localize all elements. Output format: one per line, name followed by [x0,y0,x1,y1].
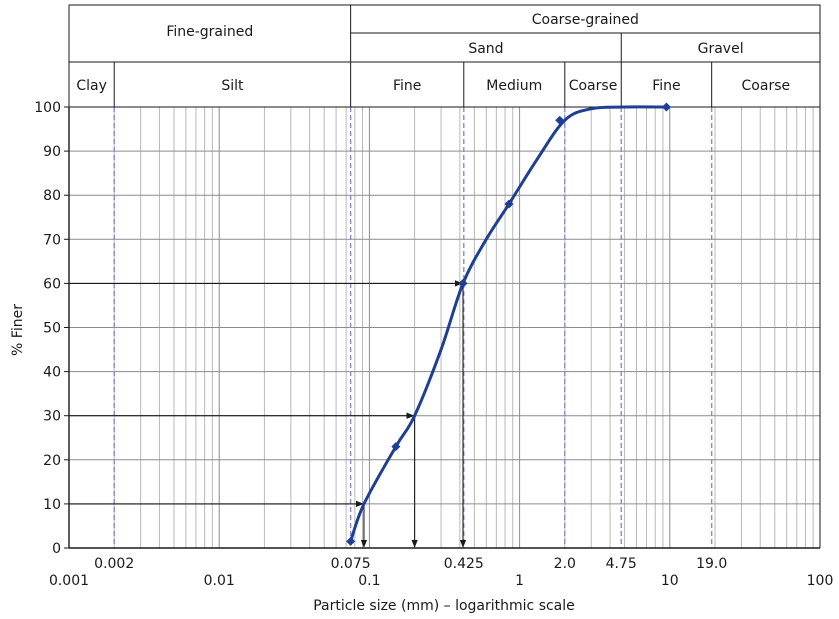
boundary-label: 4.75 [606,556,637,572]
data-point-marker [504,199,514,209]
header-label: Medium [486,78,542,94]
x-tick-label: 0.01 [204,573,235,589]
y-tick-label: 50 [43,321,61,337]
data-point-marker [391,442,401,452]
gradation-curve-line [349,105,667,542]
boundary-label: 0.002 [94,556,134,572]
header-label: Clay [76,78,107,94]
header-label: Coarse-grained [532,12,639,28]
y-tick-label: 40 [43,365,61,381]
data-point-marker [458,278,468,288]
x-axis-title: Particle size (mm) – logarithmic scale [313,598,575,614]
y-tick-label: 80 [43,188,61,204]
y-tick-label: 60 [43,276,61,292]
readout-arrows [69,280,467,548]
header-label: Fine-grained [166,24,253,40]
classification-header: Fine-grained Coarse-grained Sand Gravel Clay… [68,4,821,108]
header-label: Coarse [569,78,618,94]
gradation-curve [346,102,671,546]
header-label: Fine [393,78,421,94]
y-tick-label: 0 [52,541,61,557]
header-label: Sand [468,41,503,57]
data-point-marker [346,536,356,546]
boundary-label: 2.0 [554,556,576,572]
y-tick-label: 100 [34,100,61,116]
x-tick-label: 0.001 [49,573,89,589]
boundary-label: 0.425 [444,556,484,572]
boundary-label: 0.075 [331,556,371,572]
y-tick-label: 10 [43,497,61,513]
grid-lines [68,106,820,549]
y-tick-label: 70 [43,232,61,248]
header-label: Gravel [698,41,744,57]
y-tick-label: 20 [43,453,61,469]
x-tick-label: 0.1 [358,573,380,589]
y-axis-title: % Finer [10,304,26,356]
x-tick-label: 10 [661,573,679,589]
data-point-marker [555,115,565,125]
y-tick-label: 30 [43,409,61,425]
boundary-lines: 0.002 0.075 0.425 2.0 4.75 19.0 [94,107,727,572]
x-tick-label: 100 [807,573,834,589]
header-label: Coarse [742,78,791,94]
header-label: Fine [652,78,680,94]
boundary-label: 19.0 [696,556,727,572]
axes: 0 10 20 30 40 50 60 70 80 90 100 0.001 0.01 0.1 1 10 100 [34,100,833,589]
header-label: Silt [221,78,244,94]
y-tick-label: 90 [43,144,61,160]
data-point-marker [661,102,671,112]
x-tick-label: 1 [515,573,524,589]
header-frame [68,4,821,108]
